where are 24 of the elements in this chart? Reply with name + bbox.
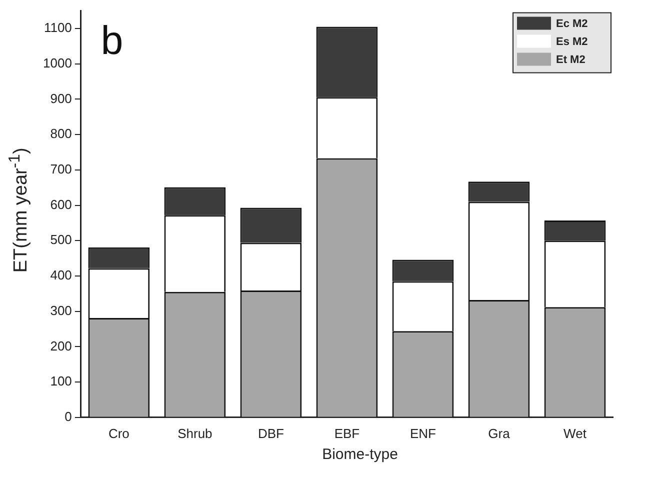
y-tick-label: 500: [50, 232, 72, 248]
legend-label: Et M2: [556, 54, 586, 66]
y-tick-label: 1100: [44, 20, 72, 36]
y-tick-label: 900: [50, 90, 72, 106]
y-tick-label: 100: [50, 374, 72, 389]
x-tick-label: Gra: [488, 426, 511, 441]
y-tick-label: 300: [50, 302, 72, 318]
x-tick-label: EBF: [334, 426, 360, 441]
y-tick-label: 0: [64, 408, 72, 424]
x-tick-label: Shrub: [178, 426, 212, 441]
y-tick-label: 600: [50, 196, 72, 212]
y-tick-label: 400: [50, 268, 72, 283]
legend-label: Ec M2: [556, 18, 588, 30]
y-tick-label: 200: [50, 338, 72, 354]
y-tick-label: 700: [50, 161, 72, 176]
x-tick-label: Wet: [564, 426, 587, 441]
x-tick-label: Cro: [108, 426, 130, 441]
legend-label: Es M2: [556, 36, 588, 48]
x-tick-label: ENF: [410, 426, 436, 441]
y-tick-label: 1000: [43, 55, 72, 70]
x-axis-title: Biome-type: [321, 446, 399, 463]
x-tick-label: DBF: [258, 426, 284, 441]
y-tick-label: 800: [50, 126, 72, 142]
annotation: b: [100, 18, 124, 63]
